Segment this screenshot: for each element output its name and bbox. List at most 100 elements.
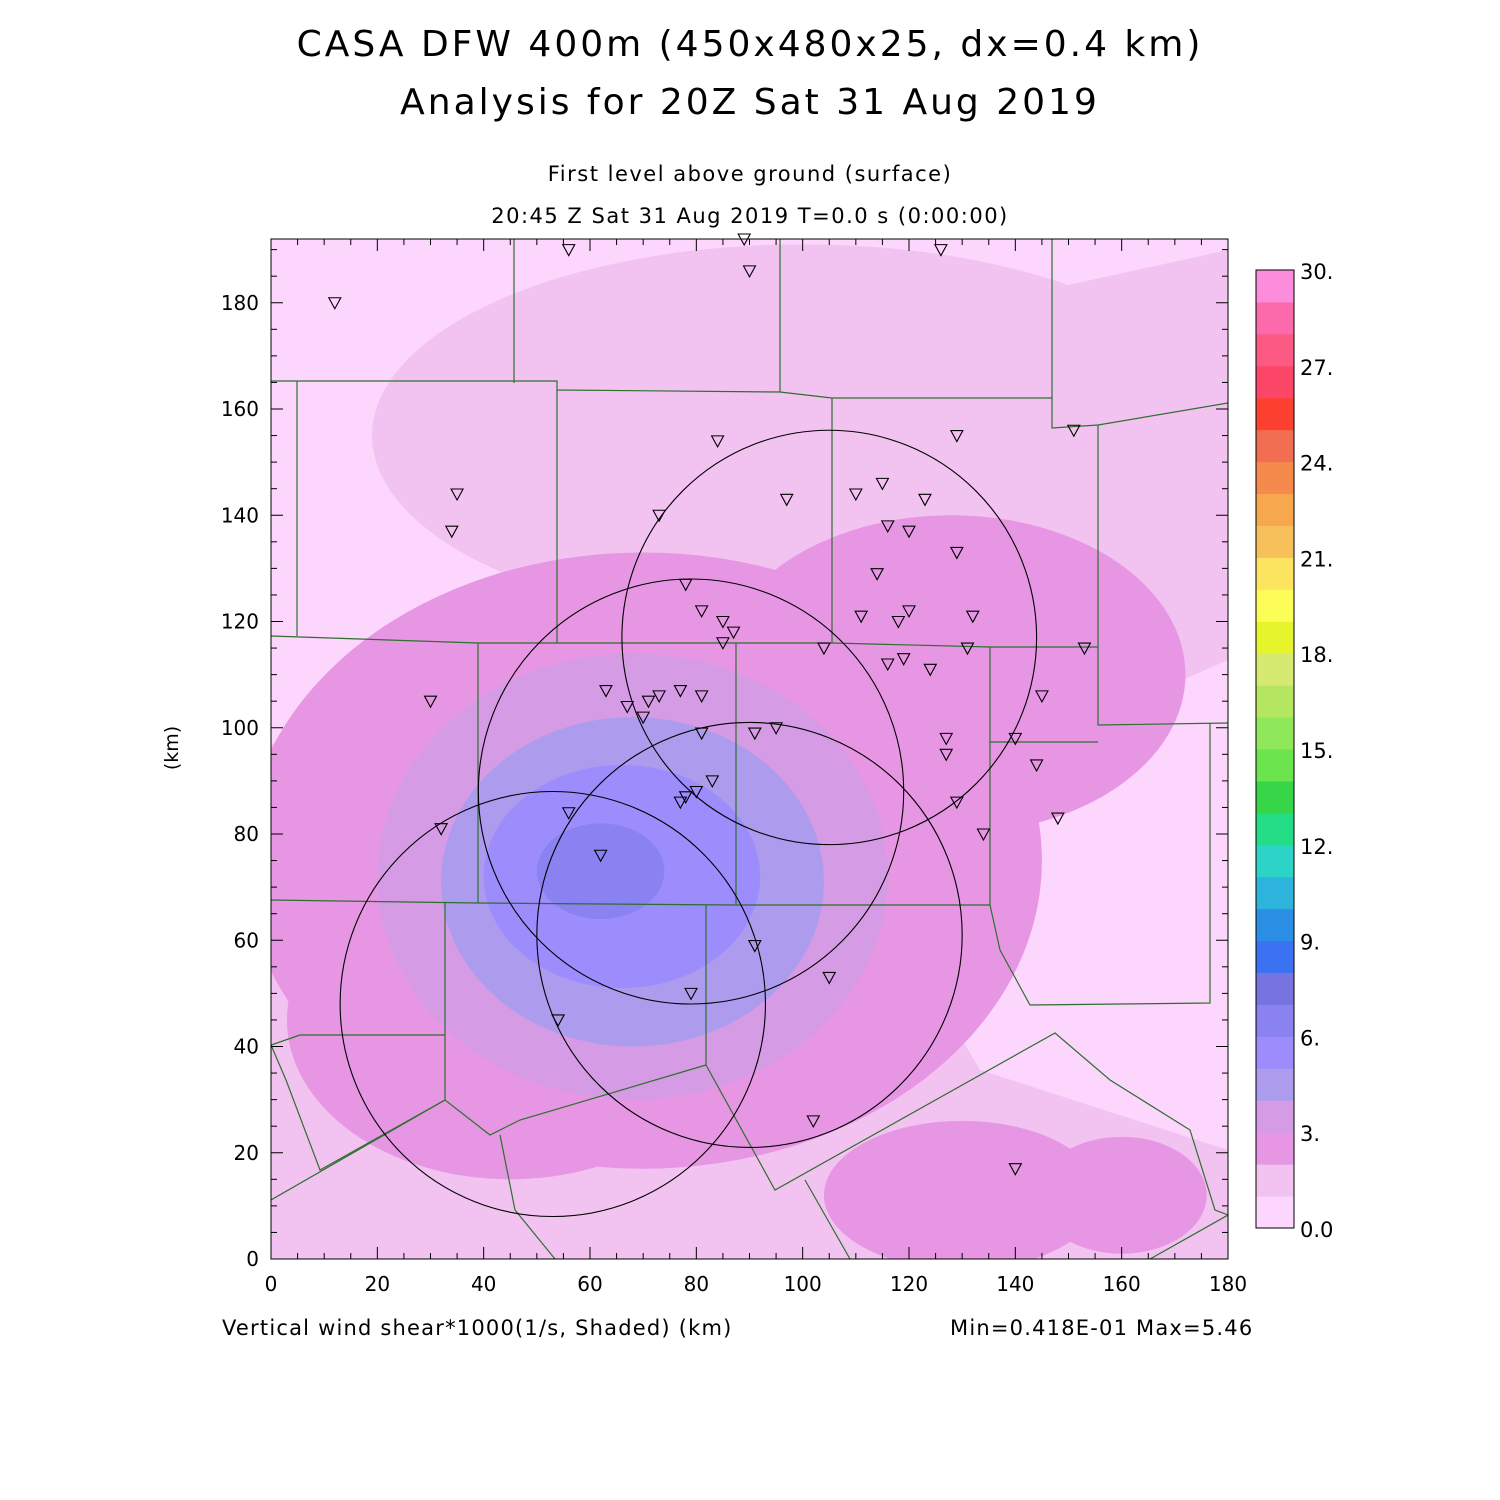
station-marker	[689, 785, 704, 799]
station-marker	[694, 727, 709, 741]
station-marker	[1008, 1163, 1023, 1176]
station-marker	[848, 488, 863, 502]
colorbar-label: 9.	[1300, 931, 1320, 955]
y-tick-label: 180	[221, 291, 259, 315]
colorbar-swatch	[1256, 876, 1294, 910]
boundary-line	[804, 1179, 851, 1259]
x-tick-label: 0	[265, 1272, 278, 1296]
boundary-line	[271, 1099, 446, 1201]
x-tick-label: 160	[1103, 1272, 1141, 1296]
station-marker	[620, 700, 635, 714]
boundary-line	[1149, 1214, 1228, 1259]
station-marker	[769, 722, 784, 735]
radar-ring	[339, 790, 766, 1218]
boundary-line	[271, 899, 990, 906]
colorbar-swatch	[1256, 589, 1294, 622]
station-marker	[678, 578, 693, 592]
station-marker	[327, 297, 342, 310]
boundary-line	[1097, 425, 1228, 726]
station-marker	[949, 430, 964, 443]
colorbar-label: 15.	[1300, 739, 1333, 763]
colorbar-swatch	[1256, 333, 1294, 367]
colorbar-swatch	[1256, 685, 1294, 718]
axes: 0 20 40 60 80 100 120 140 160 180 0 20 40 60 80 100 120 1…	[221, 239, 1247, 1296]
colorbar-label: 24.	[1300, 452, 1333, 476]
x-tick-label: 100	[784, 1272, 822, 1296]
colorbar-swatch	[1256, 365, 1294, 399]
y-tick-label: 100	[221, 716, 259, 740]
colorbar-frame	[1255, 269, 1295, 1229]
station-marker	[444, 525, 459, 539]
colorbar-label: 6.	[1300, 1026, 1320, 1050]
boundary-line	[705, 905, 1228, 1216]
station-marker	[880, 520, 895, 534]
station-marker	[1050, 812, 1065, 826]
colorbar-label: 3.	[1300, 1122, 1320, 1146]
colorbar-swatch	[1256, 429, 1294, 463]
colorbar-swatch	[1256, 812, 1294, 846]
station-marker	[561, 807, 576, 820]
radar-ring	[621, 429, 1038, 846]
station-marker	[726, 626, 741, 640]
colorbar-swatch	[1256, 653, 1294, 686]
station-marker	[694, 690, 709, 704]
station-marker	[1066, 424, 1081, 438]
y-tick-label: 0	[246, 1247, 259, 1271]
shading-blob	[536, 823, 665, 919]
x-tick-label: 180	[1209, 1272, 1247, 1296]
y-tick-label: 120	[221, 610, 259, 634]
colorbar-swatch	[1256, 621, 1294, 654]
colorbar-swatch	[1256, 972, 1294, 1005]
station-marker	[423, 695, 438, 709]
colorbar-swatch	[1256, 1196, 1294, 1229]
y-tick-label: 40	[234, 1035, 259, 1059]
station-marker	[891, 615, 906, 629]
y-tick-label: 80	[234, 822, 259, 846]
station-marker	[684, 987, 698, 1001]
station-marker	[593, 849, 608, 863]
station-marker	[817, 642, 831, 656]
station-marker	[673, 796, 688, 810]
y-tick-label: 140	[221, 503, 259, 527]
boundary-line	[989, 723, 1211, 1006]
station-marker	[715, 615, 730, 629]
x-tick-label: 140	[996, 1272, 1034, 1296]
colorbar-swatch	[1256, 908, 1294, 942]
station-marker	[933, 244, 948, 257]
colorbar-swatch	[1256, 1036, 1294, 1069]
x-tick-label: 20	[365, 1272, 390, 1296]
station-marker	[870, 568, 885, 581]
colorbar-swatch	[1256, 270, 1294, 303]
station-marker	[896, 653, 911, 666]
colorbar-label: 12.	[1300, 835, 1333, 859]
x-tick-label: 80	[684, 1272, 709, 1296]
boundary-line	[444, 903, 707, 1136]
colorbar-swatch	[1256, 1100, 1294, 1133]
station-marker	[1034, 690, 1049, 704]
boundary-line	[271, 635, 1098, 648]
colorbar-swatch	[1256, 1164, 1294, 1197]
station-marker	[652, 509, 667, 523]
station-marker	[551, 1014, 566, 1028]
field-label: Vertical wind shear*1000(1/s, Shaded) (k…	[222, 1316, 733, 1340]
station-marker	[747, 940, 762, 953]
colorbar-swatch	[1256, 844, 1294, 878]
boundary-line	[271, 1044, 446, 1171]
station-marker	[742, 265, 757, 279]
colorbar-swatch	[1256, 749, 1294, 782]
station-marker	[599, 685, 613, 698]
colorbar-swatch	[1256, 780, 1294, 814]
station-marker	[923, 663, 938, 677]
station-marker	[960, 642, 975, 656]
station-marker	[641, 695, 656, 709]
colorbar-swatch	[1256, 1004, 1294, 1037]
station-marker	[880, 658, 895, 672]
shear-shading	[271, 239, 1228, 1259]
boundary-line	[271, 1034, 445, 1046]
chart-title-line-1: CASA DFW 400m (450x480x25, dx=0.4 km)	[296, 24, 1204, 65]
colorbar: 0.0 3. 6. 9. 12. 15. 18. 21. 24. 27. 30.	[1255, 260, 1333, 1242]
colorbar-swatch	[1256, 525, 1294, 558]
station-marker	[939, 732, 954, 746]
min-max-readout: Min=0.418E-01 Max=5.46	[950, 1316, 1254, 1340]
station-marker	[918, 493, 932, 507]
